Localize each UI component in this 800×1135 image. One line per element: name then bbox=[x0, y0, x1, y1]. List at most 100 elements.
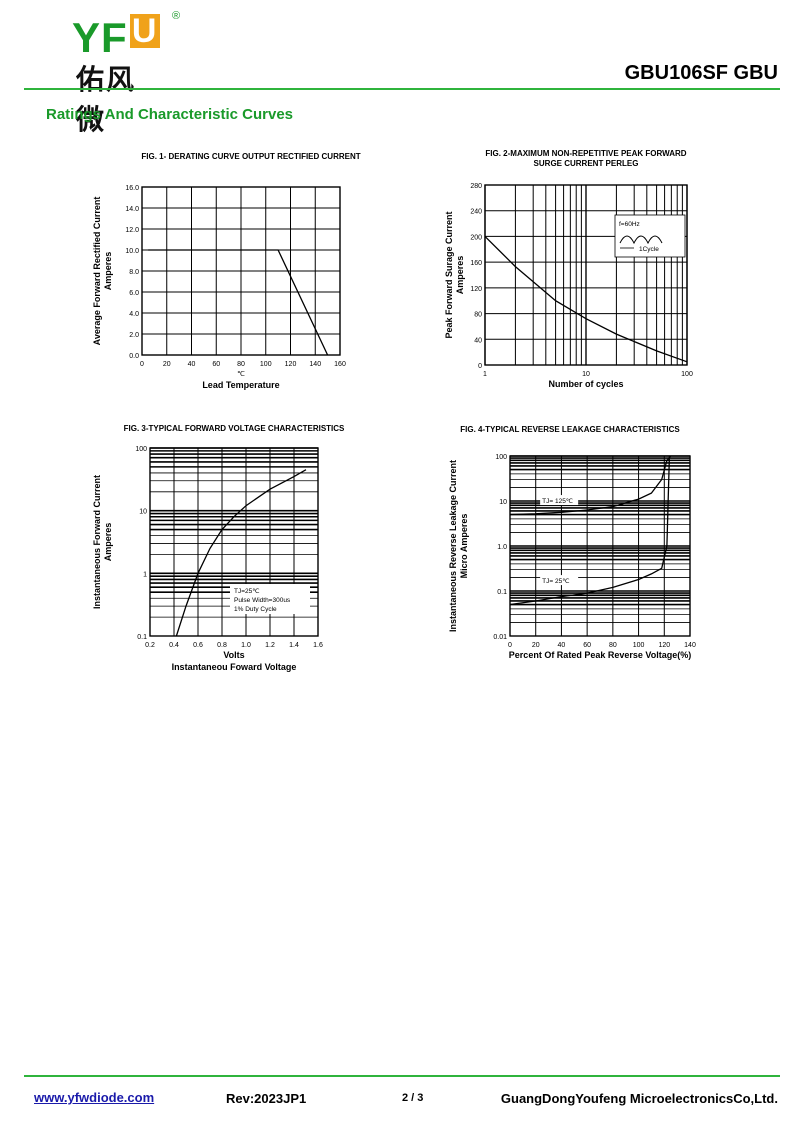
y-tick-label: 1.0 bbox=[497, 544, 507, 551]
x-tick-label: 0.2 bbox=[145, 642, 155, 649]
chart-subtitle: SURGE CURRENT PERLEG bbox=[534, 159, 639, 168]
y-tick-label: 0.01 bbox=[493, 634, 507, 641]
y-tick-label: 40 bbox=[474, 337, 482, 344]
registered-mark: ® bbox=[172, 10, 181, 22]
x-tick-label: 0.6 bbox=[193, 642, 203, 649]
x-tick-label: 60 bbox=[212, 361, 220, 368]
x-tick-label: 140 bbox=[309, 361, 321, 368]
x-tick-label: 120 bbox=[285, 361, 297, 368]
y-axis-label: Instantaneous Forward Current bbox=[92, 475, 102, 609]
x-tick-label: 100 bbox=[633, 642, 645, 649]
chart-title: FIG. 3-TYPICAL FORWARD VOLTAGE CHARACTER… bbox=[124, 424, 345, 433]
series-line bbox=[509, 455, 672, 516]
logo-wordmark: YF U bbox=[72, 14, 160, 62]
cycle-label: 1Cycle bbox=[639, 246, 659, 253]
x-tick-label: 1.2 bbox=[265, 642, 275, 649]
series-line bbox=[175, 469, 307, 637]
y-tick-label: 100 bbox=[135, 446, 147, 453]
header-divider bbox=[24, 88, 780, 90]
x-axis-label-secondary: Instantaneou Foward Voltage bbox=[172, 662, 297, 672]
company-logo: YF U ® 佑风微 bbox=[32, 6, 180, 136]
x-tick-label: 20 bbox=[163, 361, 171, 368]
y-axis-unit: Amperes bbox=[103, 252, 113, 291]
x-axis-label: Volts bbox=[223, 650, 244, 660]
footer-divider bbox=[24, 1075, 780, 1077]
y-tick-label: 0.0 bbox=[129, 353, 139, 360]
x-tick-label: 100 bbox=[681, 371, 693, 378]
x-tick-label: 0.8 bbox=[217, 642, 227, 649]
x-tick-label: 40 bbox=[188, 361, 196, 368]
chart-title: FIG. 2-MAXIMUM NON-REPETITIVE PEAK FORWA… bbox=[485, 149, 686, 158]
plot-frame bbox=[484, 184, 688, 366]
sine-waveform-icon bbox=[619, 235, 663, 245]
y-tick-label: 4.0 bbox=[129, 311, 139, 318]
x-tick-label: 40 bbox=[558, 642, 566, 649]
conditions-legend-box bbox=[230, 584, 310, 614]
plot-frame bbox=[141, 186, 341, 356]
conditions-legend-line: 1% Duty Cycle bbox=[234, 606, 277, 613]
page-number: 2 / 3 bbox=[402, 1092, 424, 1104]
y-tick-label: 6.0 bbox=[129, 290, 139, 297]
x-tick-label: 1.0 bbox=[241, 642, 251, 649]
y-tick-label: 12.0 bbox=[125, 227, 139, 234]
y-axis-label: Instantaneous Reverse Leakage Current bbox=[448, 460, 458, 632]
x-tick-label: 1.4 bbox=[289, 642, 299, 649]
x-tick-label: 10 bbox=[582, 371, 590, 378]
x-tick-label: 60 bbox=[583, 642, 591, 649]
x-tick-label: 120 bbox=[658, 642, 670, 649]
conditions-legend-line: TJ=25℃ bbox=[234, 588, 260, 595]
y-tick-label: 200 bbox=[470, 234, 482, 241]
series-label: TJ= 125℃ bbox=[542, 498, 574, 505]
x-tick-label: 140 bbox=[684, 642, 696, 649]
y-tick-label: 240 bbox=[470, 209, 482, 216]
series-label: TJ= 25℃ bbox=[542, 578, 570, 585]
fig1-derating-chart: FIG. 1- DERATING CURVE OUTPUT RECTIFIED … bbox=[92, 152, 361, 390]
y-tick-label: 1 bbox=[143, 571, 147, 578]
x-axis-label: Number of cycles bbox=[548, 379, 623, 389]
x-tick-label: 0 bbox=[508, 642, 512, 649]
x-tick-label: 80 bbox=[609, 642, 617, 649]
x-axis-label: Percent Of Rated Peak Reverse Voltage(%) bbox=[509, 650, 691, 660]
x-tick-label: 0 bbox=[140, 361, 144, 368]
x-tick-label: 100 bbox=[260, 361, 272, 368]
fig3-forward-voltage-chart: FIG. 3-TYPICAL FORWARD VOLTAGE CHARACTER… bbox=[92, 424, 345, 672]
series-label-bg bbox=[540, 495, 579, 506]
y-tick-label: 160 bbox=[470, 260, 482, 267]
x-tick-label: 160 bbox=[334, 361, 346, 368]
series-line bbox=[509, 455, 671, 606]
plot-frame bbox=[149, 447, 319, 637]
y-axis-unit: Amperes bbox=[455, 256, 465, 295]
y-tick-label: 80 bbox=[474, 312, 482, 319]
y-tick-label: 120 bbox=[470, 286, 482, 293]
conditions-legend-line: Pulse Width=300us bbox=[234, 597, 291, 604]
series-line bbox=[484, 235, 688, 363]
y-axis-unit: Micro Amperes bbox=[459, 514, 469, 579]
series-label-bg bbox=[540, 575, 579, 586]
x-tick-label: 20 bbox=[532, 642, 540, 649]
x-tick-label: 1 bbox=[483, 371, 487, 378]
x-axis-unit: ℃ bbox=[237, 371, 245, 378]
y-tick-label: 10.0 bbox=[125, 248, 139, 255]
plot-frame bbox=[509, 455, 691, 637]
y-tick-label: 10 bbox=[499, 499, 507, 506]
y-tick-label: 100 bbox=[495, 454, 507, 461]
y-axis-label: Peak Forward Surage Current bbox=[444, 211, 454, 338]
fig2-surge-current-chart: FIG. 2-MAXIMUM NON-REPETITIVE PEAK FORWA… bbox=[444, 149, 693, 389]
section-title: Ratings And Characteristic Curves bbox=[46, 106, 294, 123]
y-tick-label: 8.0 bbox=[129, 269, 139, 276]
x-tick-label: 1.6 bbox=[313, 642, 323, 649]
y-tick-label: 0.1 bbox=[497, 589, 507, 596]
x-tick-label: 0.4 bbox=[169, 642, 179, 649]
part-number-title: GBU106SF GBU bbox=[624, 62, 778, 84]
y-tick-label: 0.1 bbox=[137, 634, 147, 641]
chart-title: FIG. 1- DERATING CURVE OUTPUT RECTIFIED … bbox=[141, 152, 360, 161]
y-tick-label: 280 bbox=[470, 183, 482, 190]
y-tick-label: 2.0 bbox=[129, 332, 139, 339]
y-tick-label: 0 bbox=[478, 363, 482, 370]
website-link[interactable]: www.yfwdiode.com bbox=[34, 1090, 155, 1105]
x-tick-label: 80 bbox=[237, 361, 245, 368]
revision-label: Rev:2023JP1 bbox=[226, 1091, 307, 1106]
chart-title: FIG. 4-TYPICAL REVERSE LEAKAGE CHARACTER… bbox=[460, 425, 680, 434]
y-tick-label: 14.0 bbox=[125, 206, 139, 213]
frequency-label: f=60Hz bbox=[619, 221, 640, 228]
